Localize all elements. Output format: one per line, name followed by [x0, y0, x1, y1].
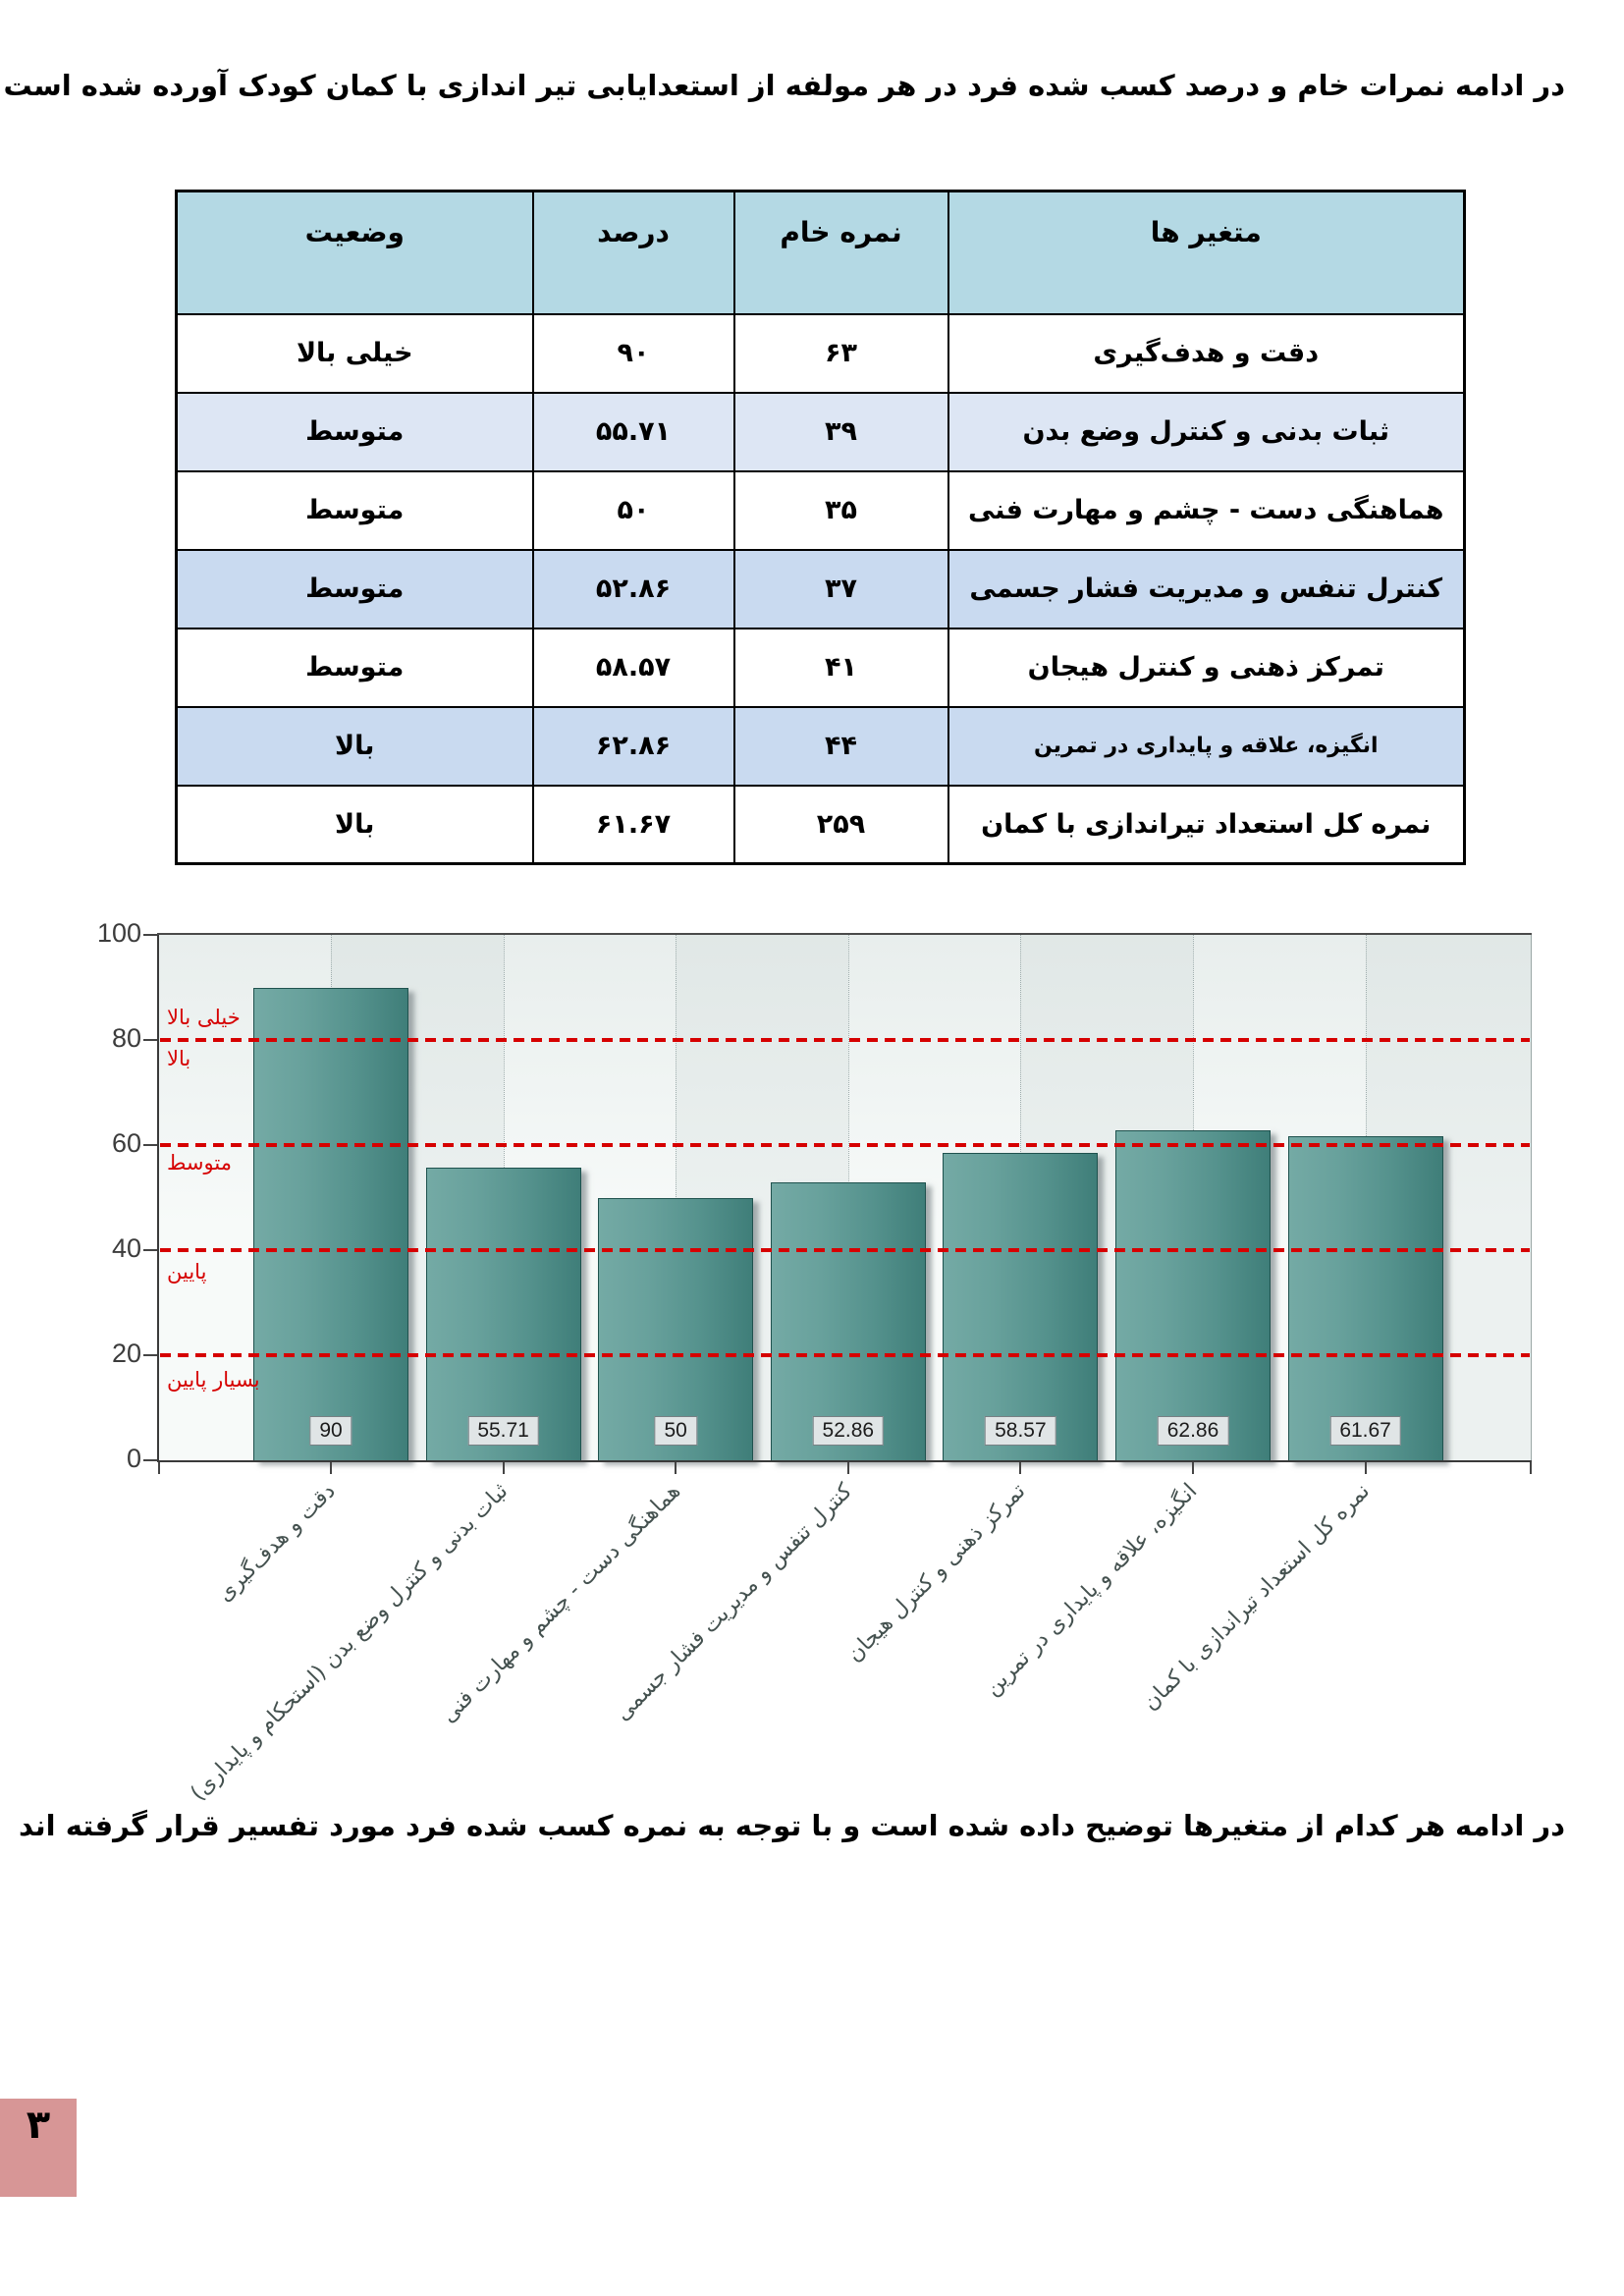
y-tick-mark — [143, 1459, 157, 1461]
table-header-row: متغیر ها نمره خام درصد وضعیت — [175, 190, 1466, 315]
variable-cell: نمره کل استعداد تیراندازی با کمان — [947, 784, 1466, 865]
zone-label: خیلی بالا — [167, 1006, 241, 1029]
percent-cell: ۵۰ — [531, 469, 735, 551]
x-tick-mark — [675, 1462, 677, 1474]
y-tick-mark — [143, 1249, 157, 1251]
table-header-row: متغیر ها نمره خام درصد وضعیت — [175, 190, 1466, 315]
y-tick-mark — [143, 934, 157, 936]
variable-cell: کنترل تنفس و مدیریت فشار جسمی — [947, 548, 1466, 629]
variable-cell: تمرکز ذهنی و کنترل هیجان — [947, 627, 1466, 708]
column-header-0: متغیر ها — [947, 190, 1466, 315]
table-row: دقت و هدف‌گیری ۶۳ ۹۰ خیلی بالا — [175, 312, 1466, 394]
x-tick-mark — [502, 1462, 505, 1474]
plot-right-border — [1531, 935, 1532, 1460]
bar-value-label: 61.67 — [1329, 1416, 1401, 1446]
percent-cell: ۵۸.۵۷ — [531, 627, 735, 708]
x-tick-mark — [1364, 1462, 1367, 1474]
bar-value-label: 90 — [309, 1416, 352, 1446]
table-row: کنترل تنفس و مدیریت فشار جسمی ۳۷ ۵۲.۸۶ متوس… — [175, 548, 1466, 629]
raw-score-cell: ۳۷ — [732, 548, 949, 629]
raw-score-cell: ۲۵۹ — [732, 784, 949, 865]
zone-label: بالا — [167, 1047, 191, 1070]
percent-cell: ۵۲.۸۶ — [531, 548, 735, 629]
percent-cell: ۶۲.۸۶ — [531, 705, 735, 787]
x-tick-mark — [1192, 1462, 1194, 1474]
raw-score-cell: ۴۱ — [732, 627, 949, 708]
zone-label: متوسط — [167, 1151, 232, 1175]
bar-value-label: 58.57 — [985, 1416, 1056, 1446]
page-number: ۳ — [26, 2103, 51, 2148]
status-cell: متوسط — [175, 469, 534, 551]
threshold-line — [160, 1248, 1530, 1252]
y-axis-line — [157, 933, 159, 1462]
column-header-1: نمره خام — [732, 190, 949, 315]
plot-top-border — [157, 933, 1532, 935]
x-axis-label: تمرکز ذهنی و کنترل هیجان — [841, 1479, 1031, 1667]
raw-score-cell: ۴۴ — [732, 705, 949, 787]
threshold-line — [160, 1038, 1530, 1042]
variable-cell: دقت و هدف‌گیری — [947, 312, 1466, 394]
column-header-3: وضعیت — [175, 190, 534, 315]
raw-score-cell: ۳۵ — [732, 469, 949, 551]
y-tick-label: 20 — [111, 1339, 141, 1368]
bar — [943, 1152, 1099, 1461]
y-tick-label: 0 — [126, 1444, 141, 1473]
status-cell: متوسط — [175, 627, 534, 708]
bar-value-label: 55.71 — [467, 1416, 539, 1446]
x-axis-line — [157, 1460, 1532, 1462]
variable-cell: ثبات بدنی و کنترل وضع بدن — [947, 391, 1466, 472]
bar — [253, 987, 408, 1461]
table-row: ثبات بدنی و کنترل وضع بدن ۳۹ ۵۵.۷۱ متوسط — [175, 391, 1466, 472]
table-row: نمره کل استعداد تیراندازی با کمان ۲۵۹ ۶۱.۶… — [175, 784, 1466, 865]
table-row: انگیزه، علاقه و پایداری در تمرین ۴۴ ۶۲.۸۶ ب… — [175, 705, 1466, 787]
percent-cell: ۹۰ — [531, 312, 735, 394]
column-header-2: درصد — [531, 190, 735, 315]
page-number-box: ۳ — [0, 2099, 77, 2197]
bar — [425, 1167, 581, 1461]
table-body: دقت و هدف‌گیری ۶۳ ۹۰ خیلی بالا ثبات بدنی و ک… — [175, 312, 1466, 865]
x-tick-mark — [846, 1462, 849, 1474]
status-cell: متوسط — [175, 548, 534, 629]
x-axis-label: دقت و هدف‌گیری — [212, 1479, 341, 1608]
y-tick-label: 40 — [111, 1233, 141, 1263]
y-tick-mark — [143, 1144, 157, 1146]
x-tick-mark — [1019, 1462, 1022, 1474]
outro-paragraph: در ادامه هر کدام از متغیرها توضیح داده ش… — [19, 1809, 1565, 1842]
x-tick-mark — [158, 1462, 160, 1474]
y-tick-mark — [143, 1354, 157, 1356]
percent-cell: ۵۵.۷۱ — [531, 391, 735, 472]
raw-score-cell: ۶۳ — [732, 312, 949, 394]
percent-cell: ۶۱.۶۷ — [531, 784, 735, 865]
y-tick-label: 60 — [111, 1128, 141, 1158]
y-tick-mark — [143, 1039, 157, 1041]
talent-bar-chart: خیلی بالا بالا متوسط پایین بسیار پایین 90 55.7… — [159, 935, 1531, 1461]
status-cell: خیلی بالا — [175, 312, 534, 394]
raw-score-cell: ۳۹ — [732, 391, 949, 472]
bar-value-label: 62.86 — [1157, 1416, 1229, 1446]
table-row: هماهنگی دست - چشم و مهارت فنی ۳۵ ۵۰ متوسط — [175, 469, 1466, 551]
x-tick-mark — [1530, 1462, 1532, 1474]
status-cell: بالا — [175, 784, 534, 865]
bar — [770, 1182, 926, 1461]
status-cell: متوسط — [175, 391, 534, 472]
bar-value-label: 52.86 — [812, 1416, 885, 1446]
threshold-line — [160, 1353, 1530, 1357]
y-tick-label: 80 — [111, 1023, 141, 1053]
y-tick-label: 100 — [96, 918, 141, 948]
bar — [1115, 1129, 1271, 1461]
x-axis-label: ثبات بدنی و کنترل وضع بدن (استحکام و پای… — [186, 1479, 514, 1806]
bar-value-label: 50 — [654, 1416, 697, 1446]
zone-label: بسیار پایین — [167, 1368, 260, 1392]
intro-paragraph: در ادامه نمرات خام و درصد کسب شده فرد در… — [3, 69, 1565, 102]
threshold-line — [160, 1143, 1530, 1147]
variable-cell: هماهنگی دست - چشم و مهارت فنی — [947, 469, 1466, 551]
x-tick-mark — [330, 1462, 332, 1474]
bar — [1287, 1136, 1443, 1461]
variable-cell: انگیزه، علاقه و پایداری در تمرین — [947, 705, 1466, 787]
status-cell: بالا — [175, 705, 534, 787]
scores-table: متغیر ها نمره خام درصد وضعیت دقت و هدف‌گیری… — [175, 190, 1466, 865]
zone-label: پایین — [167, 1260, 207, 1284]
table-row: تمرکز ذهنی و کنترل هیجان ۴۱ ۵۸.۵۷ متوسط — [175, 627, 1466, 708]
